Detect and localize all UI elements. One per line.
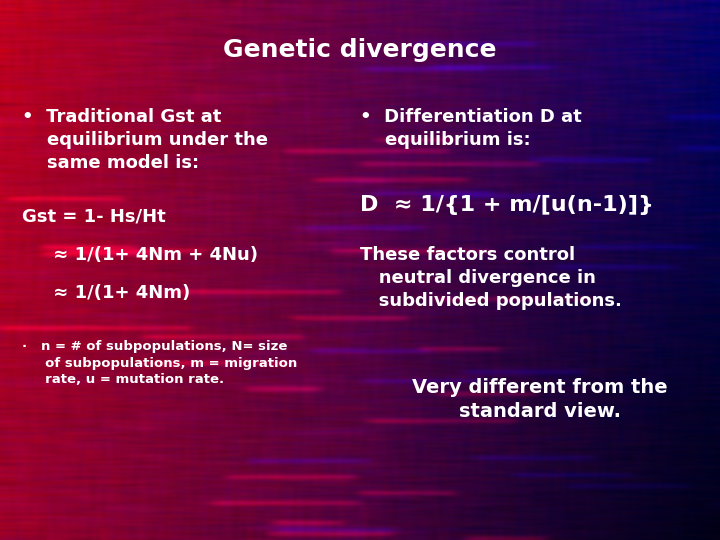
Text: ≈ 1/(1+ 4Nm): ≈ 1/(1+ 4Nm) xyxy=(22,284,190,301)
Text: •  Differentiation D at
    equilibrium is:: • Differentiation D at equilibrium is: xyxy=(360,108,582,149)
Text: •  Traditional Gst at
    equilibrium under the
    same model is:: • Traditional Gst at equilibrium under t… xyxy=(22,108,268,172)
Text: These factors control
   neutral divergence in
   subdivided populations.: These factors control neutral divergence… xyxy=(360,246,622,309)
Text: Genetic divergence: Genetic divergence xyxy=(223,38,497,62)
Text: D  ≈ 1/{1 + m/[u(n-1)]}: D ≈ 1/{1 + m/[u(n-1)]} xyxy=(360,195,654,215)
Text: Very different from the
standard view.: Very different from the standard view. xyxy=(412,378,668,421)
Text: Gst = 1- Hs/Ht: Gst = 1- Hs/Ht xyxy=(22,208,166,226)
Text: ·   n = # of subpopulations, N= size
     of subpopulations, m = migration
     : · n = # of subpopulations, N= size of su… xyxy=(22,340,297,386)
Text: ≈ 1/(1+ 4Nm + 4Nu): ≈ 1/(1+ 4Nm + 4Nu) xyxy=(22,246,258,264)
